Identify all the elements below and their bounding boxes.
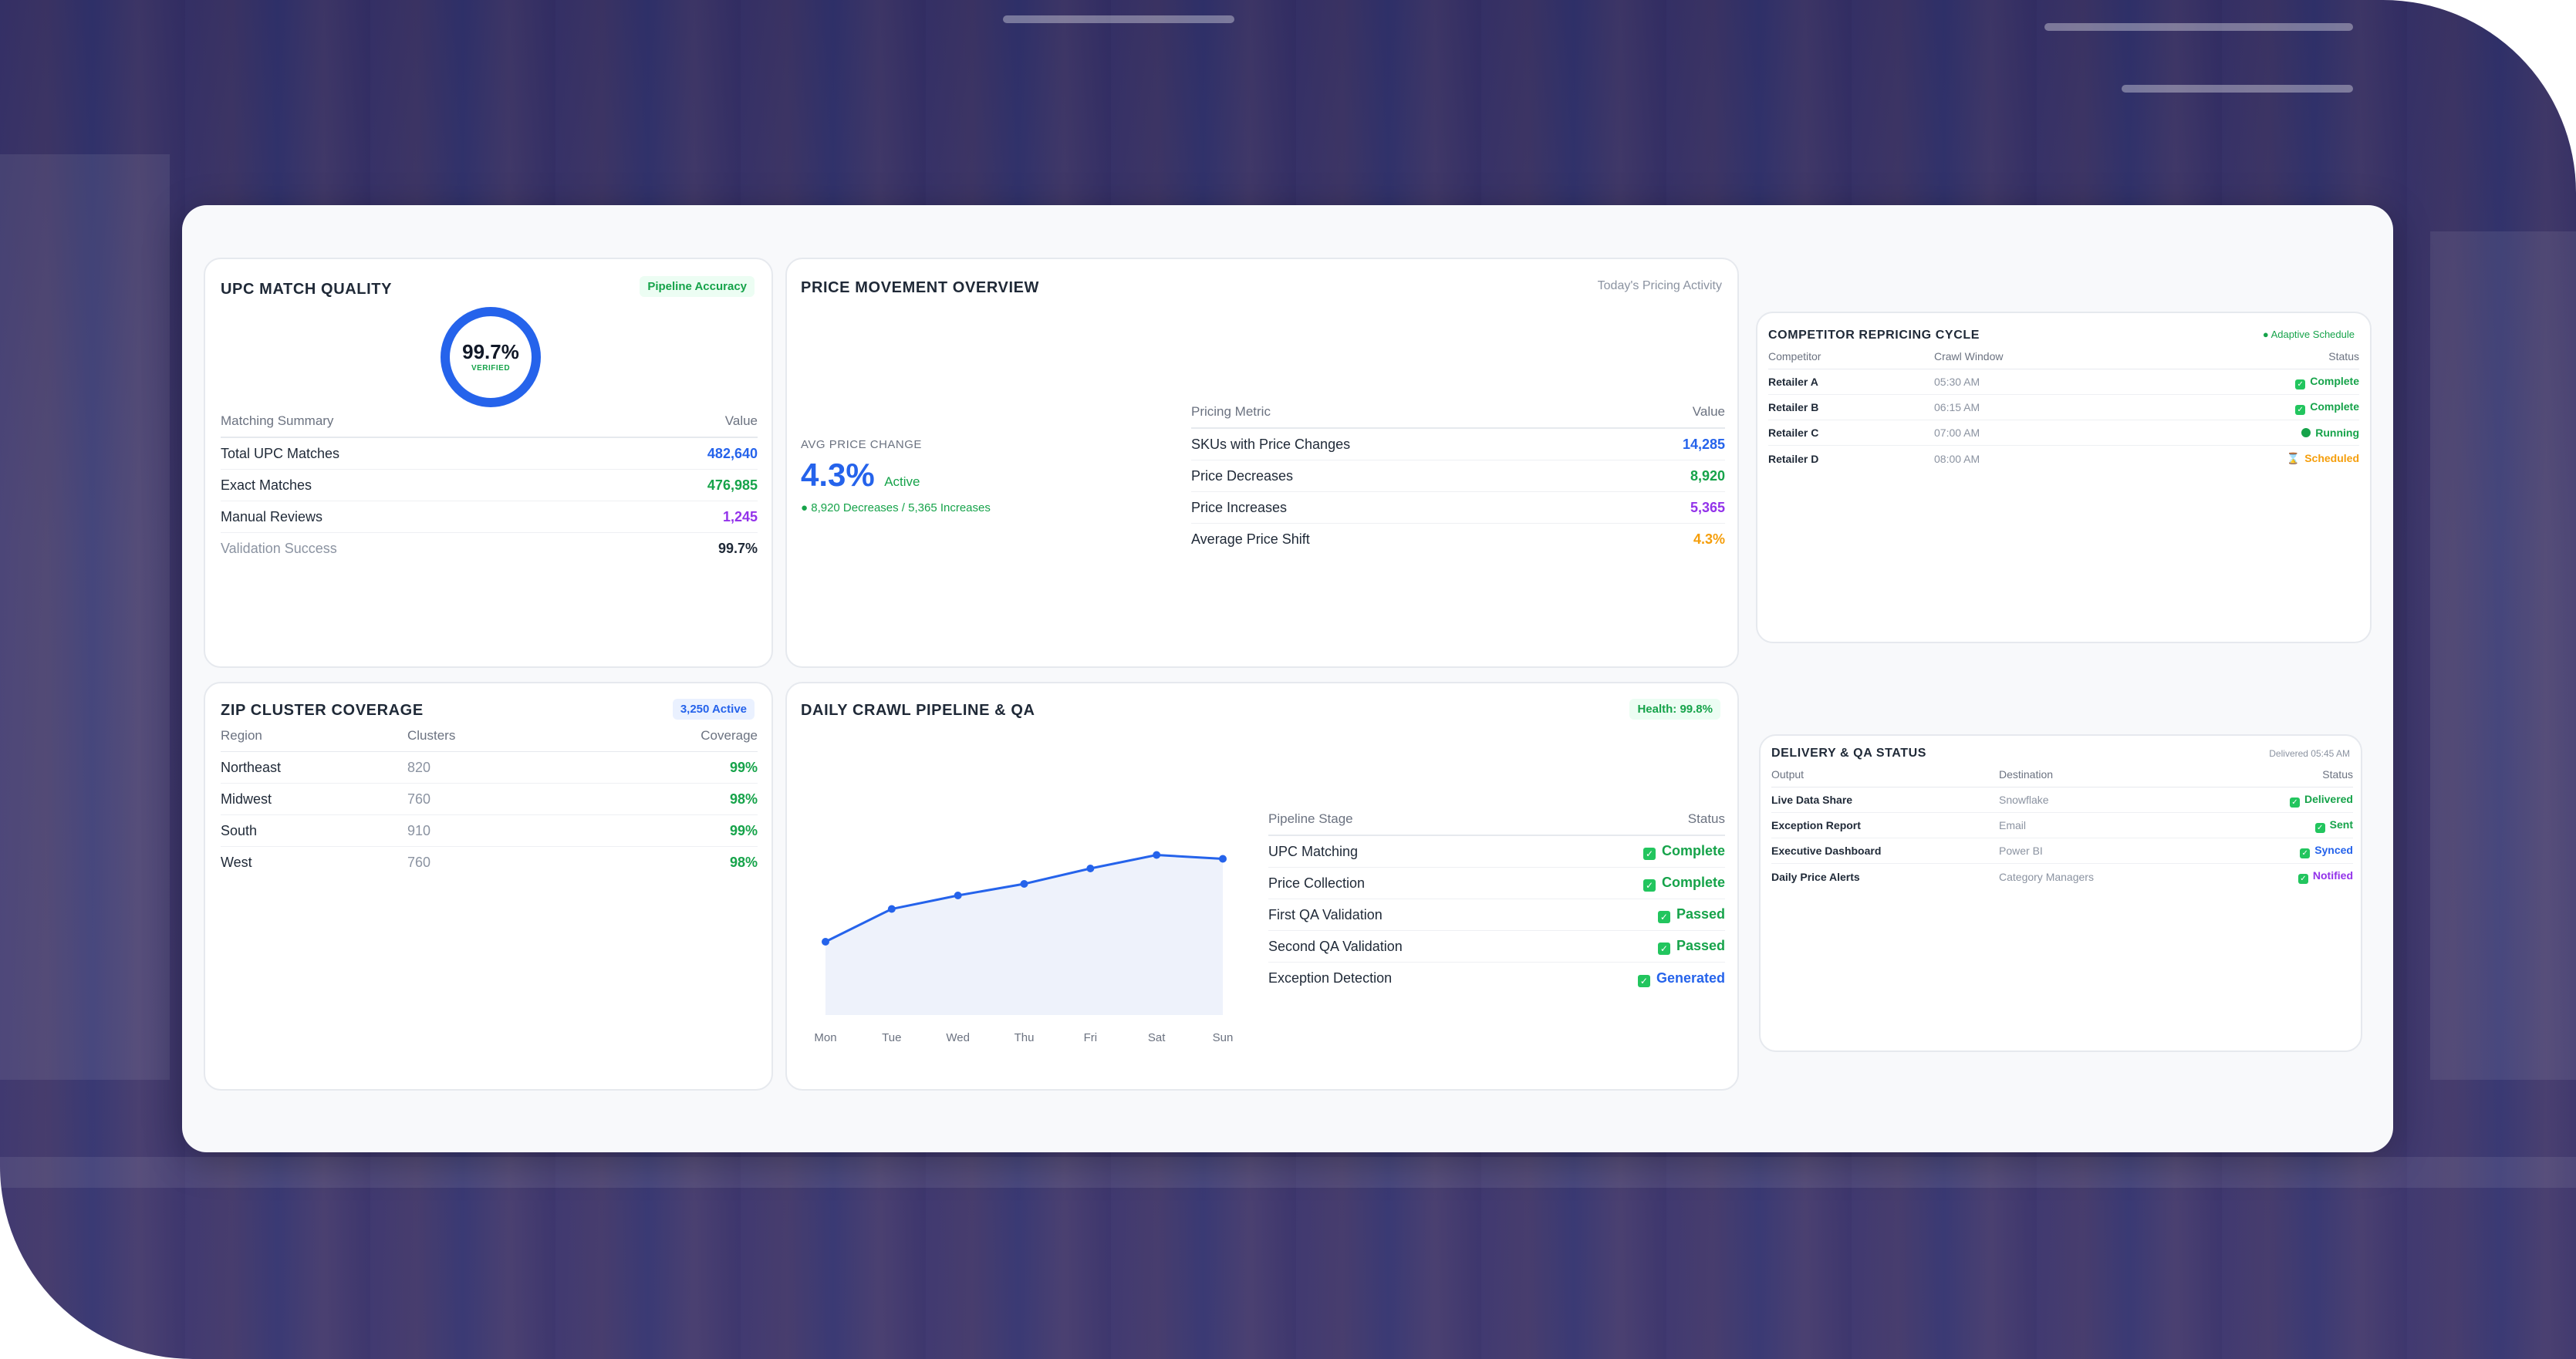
health-badge: Health: 99.8% [1629,699,1720,720]
check-icon: ✓ [1637,974,1650,987]
card-title: DELIVERY & QA STATUS [1771,747,1927,760]
table-row: Price Increases 5,365 [1191,492,1725,524]
dashboard-panel: UPC MATCH QUALITY Pipeline Accuracy 99.7… [182,205,2393,1152]
avg-price-value: 4.3% Active [801,457,920,493]
table-row: Retailer A 05:30 AM ✓ Complete [1768,369,2359,395]
table-row: Validation Success 99.7% [221,541,758,556]
zip-table: Region Clusters Coverage Northeast 820 99%… [221,728,758,878]
table-row: Retailer B 06:15 AM ✓ Complete [1768,395,2359,420]
chart-point [887,905,896,913]
running-icon [2301,428,2311,437]
x-tick-label: Sun [1213,1031,1234,1044]
table-header: Output Destination Status [1771,768,2353,787]
check-icon: ✓ [2295,404,2306,415]
table-row: Total UPC Matches 482,640 [221,438,758,470]
chart-point [1153,851,1161,859]
table-row: Retailer D 08:00 AM ⌛ Scheduled [1768,452,2359,465]
table-row: Retailer C 07:00 AM Running [1768,420,2359,446]
ring-value: 99.7% [462,340,519,363]
table-row: Price Collection ✓ Complete [1268,868,1725,899]
table-row: Northeast 820 99% [221,752,758,784]
accuracy-ring: 99.7% VERIFIED [441,307,541,407]
table-row: Daily Price Alerts Category Managers ✓ Not… [1771,869,2353,884]
table-row: SKUs with Price Changes 14,285 [1191,429,1725,460]
delivery-table: Output Destination Status Live Data Shar… [1771,768,2353,889]
table-row: West 760 98% [221,855,758,870]
table-row: Live Data Share Snowflake ✓ Delivered [1771,787,2353,813]
check-icon: ✓ [2297,874,2308,884]
card-title: DAILY CRAWL PIPELINE & QA [801,702,1035,719]
status-badge: Pipeline Accuracy [640,276,755,297]
crawl-trend-chart: Mon Tue Wed Thu Fri Sat Sun [814,851,1234,1044]
card-title: PRICE MOVEMENT OVERVIEW [801,279,1040,296]
x-tick-label: Wed [946,1031,970,1044]
x-tick-label: Mon [814,1031,836,1044]
table-header: Matching Summary Value [221,413,758,438]
table-row: South 910 99% [221,815,758,847]
chart-point [954,892,962,899]
delivery-card: DELIVERY & QA STATUS Delivered 05:45 AM … [1759,734,2362,1052]
check-icon: ✓ [2314,822,2325,833]
table-row: Exact Matches 476,985 [221,470,758,501]
check-icon: ✓ [2300,848,2311,858]
table-row: UPC Matching ✓ Complete [1268,836,1725,868]
card-title: COMPETITOR REPRICING CYCLE [1768,329,1980,342]
check-icon: ✓ [1657,911,1670,923]
competitor-card: COMPETITOR REPRICING CYCLE ● Adaptive Sc… [1756,312,2372,643]
table-header: Competitor Crawl Window Status [1768,350,2359,369]
x-tick-label: Sat [1148,1031,1166,1044]
check-icon: ✓ [2295,379,2306,389]
table-header: Region Clusters Coverage [221,728,758,752]
delivered-time: Delivered 05:45 AM [2269,748,2350,759]
chart-point [1020,880,1028,888]
table-header: Pipeline Stage Status [1268,811,1725,836]
avg-price-note: ● 8,920 Decreases / 5,365 Increases [801,501,991,514]
zip-coverage-card: ZIP CLUSTER COVERAGE 3,250 Active Region… [204,682,773,1091]
x-tick-label: Fri [1084,1031,1098,1044]
chart-point [822,938,829,946]
table-row: Midwest 760 98% [221,784,758,815]
pricing-table: Pricing Metric Value SKUs with Price Chan… [1191,404,1725,555]
table-row: First QA Validation ✓ Passed [1268,899,1725,931]
table-row: Executive Dashboard Power BI ✓ Synced [1771,838,2353,864]
table-row: Exception Detection ✓ Generated [1268,970,1725,987]
x-tick-label: Tue [882,1031,901,1044]
chart-point [1219,855,1227,863]
upc-match-card: UPC MATCH QUALITY Pipeline Accuracy 99.7… [204,258,773,668]
avg-price-label: AVG PRICE CHANGE [801,438,922,451]
competitor-table: Competitor Crawl Window Status Retailer … [1768,350,2359,471]
active-badge: 3,250 Active [672,699,755,720]
check-icon: ✓ [2289,797,2300,808]
table-row: Average Price Shift 4.3% [1191,531,1725,547]
price-movement-card: PRICE MOVEMENT OVERVIEW Today's Pricing … [785,258,1739,668]
card-subtitle: Today's Pricing Activity [1597,279,1722,292]
x-tick-label: Thu [1015,1031,1035,1044]
chart-area [825,855,1223,1015]
table-row: Manual Reviews 1,245 [221,501,758,533]
check-icon: ✓ [1657,943,1670,955]
check-icon: ✓ [1642,879,1656,892]
table-row: Second QA Validation ✓ Passed [1268,931,1725,963]
ring-label: VERIFIED [471,364,511,373]
card-title: ZIP CLUSTER COVERAGE [221,702,424,719]
table-row: Price Decreases 8,920 [1191,460,1725,492]
table-header: Pricing Metric Value [1191,404,1725,429]
schedule-badge: ● Adaptive Schedule [2262,329,2355,340]
pipeline-table: Pipeline Stage Status UPC Matching ✓ Comple… [1268,811,1725,994]
check-icon: ✓ [1642,848,1656,860]
chart-point [1086,865,1095,872]
crawl-pipeline-card: DAILY CRAWL PIPELINE & QA Health: 99.8% … [785,682,1739,1091]
table-row: Exception Report Email ✓ Sent [1771,813,2353,838]
hourglass-icon: ⌛ [2286,452,2301,464]
card-title: UPC MATCH QUALITY [221,281,393,298]
matching-table: Matching Summary Value Total UPC Matches… [221,413,758,565]
